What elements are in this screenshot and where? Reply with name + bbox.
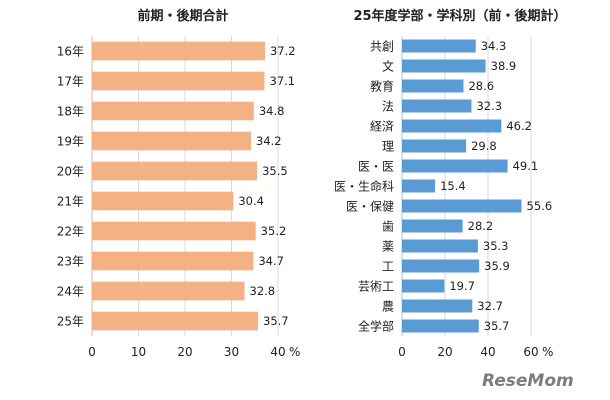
category-label: 全学部 bbox=[358, 319, 394, 334]
x-tick-label: 40 bbox=[480, 345, 495, 359]
data-label: 55.6 bbox=[527, 199, 553, 213]
data-label: 49.1 bbox=[513, 159, 539, 173]
category-label: 医・生命科 bbox=[334, 179, 394, 194]
bar bbox=[402, 199, 522, 213]
category-label: 法 bbox=[382, 100, 394, 114]
bar bbox=[402, 79, 464, 93]
category-label: 経済 bbox=[370, 119, 394, 134]
bar bbox=[92, 101, 254, 121]
category-label: 24年 bbox=[57, 285, 84, 299]
x-tick-label: 30 bbox=[224, 345, 239, 359]
x-tick-label: 10 bbox=[131, 345, 146, 359]
category-label: 医・医 bbox=[358, 160, 394, 174]
data-label: 32.7 bbox=[477, 299, 503, 313]
category-label: 21年 bbox=[57, 195, 84, 209]
bar bbox=[92, 221, 256, 241]
data-label: 37.2 bbox=[270, 44, 296, 58]
bar bbox=[402, 99, 472, 113]
data-label: 28.2 bbox=[468, 219, 494, 233]
bar bbox=[402, 319, 479, 333]
category-label: 25年 bbox=[57, 315, 84, 329]
bar bbox=[92, 281, 245, 301]
x-tick-label: 20 bbox=[437, 345, 452, 359]
category-label: 薬 bbox=[382, 240, 394, 254]
category-label: 歯 bbox=[382, 220, 394, 234]
category-label: 共創 bbox=[370, 40, 394, 54]
category-label: 理 bbox=[382, 140, 394, 154]
bar bbox=[92, 41, 265, 61]
data-label: 34.2 bbox=[256, 134, 282, 148]
bar bbox=[92, 191, 234, 211]
category-label: 22年 bbox=[57, 225, 84, 239]
x-tick-label: 40 bbox=[270, 345, 285, 359]
data-label: 34.8 bbox=[259, 104, 285, 118]
data-label: 34.3 bbox=[481, 39, 507, 53]
bar bbox=[402, 279, 445, 293]
data-label: 19.7 bbox=[449, 279, 475, 293]
x-unit-label: % bbox=[542, 345, 553, 359]
bar bbox=[402, 39, 476, 53]
data-label: 35.7 bbox=[263, 314, 289, 328]
category-label: 20年 bbox=[57, 165, 84, 179]
category-label: 芸術工 bbox=[358, 280, 394, 294]
bar bbox=[402, 259, 480, 273]
data-label: 32.3 bbox=[476, 99, 502, 113]
right-chart: 25年度学部・学科別（前・後期計） 0 20 40 60 % 共創 34.3 文 38.9 教育 28… bbox=[334, 8, 567, 359]
category-label: 17年 bbox=[57, 75, 84, 89]
left-chart: 前期・後期合計 0 10 20 30 40 % 16年 37.2 17年 37.1 18年 34.8 19… bbox=[57, 8, 301, 359]
data-label: 15.4 bbox=[440, 179, 466, 193]
category-label: 医・保健 bbox=[346, 200, 394, 214]
data-label: 35.2 bbox=[261, 224, 287, 238]
data-label: 35.3 bbox=[483, 239, 509, 253]
category-label: 18年 bbox=[57, 105, 84, 119]
x-tick-label: 20 bbox=[177, 345, 192, 359]
chart-title: 前期・後期合計 bbox=[137, 8, 228, 24]
category-label: 16年 bbox=[57, 45, 84, 59]
data-label: 38.9 bbox=[491, 59, 517, 73]
chart-title: 25年度学部・学科別（前・後期計） bbox=[353, 8, 566, 24]
data-label: 28.6 bbox=[468, 79, 494, 93]
x-tick-label: 60 bbox=[523, 345, 538, 359]
data-label: 34.7 bbox=[258, 254, 284, 268]
data-label: 29.8 bbox=[471, 139, 497, 153]
category-label: 文 bbox=[382, 59, 394, 74]
x-unit-label: % bbox=[289, 345, 300, 359]
bar bbox=[402, 219, 463, 233]
bar bbox=[402, 179, 436, 193]
bar bbox=[402, 139, 467, 153]
data-label: 35.7 bbox=[484, 319, 510, 333]
bar bbox=[402, 59, 486, 73]
bar bbox=[92, 311, 259, 331]
x-tick-label: 0 bbox=[398, 345, 406, 359]
data-label: 32.8 bbox=[250, 284, 276, 298]
bar bbox=[402, 239, 478, 253]
data-label: 35.9 bbox=[484, 259, 510, 273]
watermark-text: ReseMom bbox=[482, 371, 574, 391]
category-label: 教育 bbox=[370, 79, 394, 94]
bar bbox=[92, 71, 265, 91]
bar bbox=[402, 299, 473, 313]
data-label: 35.5 bbox=[262, 164, 288, 178]
resemom-logo: ReseMom bbox=[482, 371, 574, 391]
category-label: 工 bbox=[382, 260, 394, 274]
category-label: 農 bbox=[382, 300, 394, 314]
data-label: 30.4 bbox=[238, 194, 264, 208]
data-label: 37.1 bbox=[270, 74, 296, 88]
bar bbox=[402, 159, 508, 173]
bar bbox=[402, 119, 502, 133]
data-label: 46.2 bbox=[506, 119, 532, 133]
category-label: 19年 bbox=[57, 135, 84, 149]
bar bbox=[92, 251, 254, 271]
bar bbox=[92, 131, 252, 151]
bar bbox=[92, 161, 258, 181]
category-label: 23年 bbox=[57, 255, 84, 269]
x-tick-label: 0 bbox=[88, 345, 96, 359]
